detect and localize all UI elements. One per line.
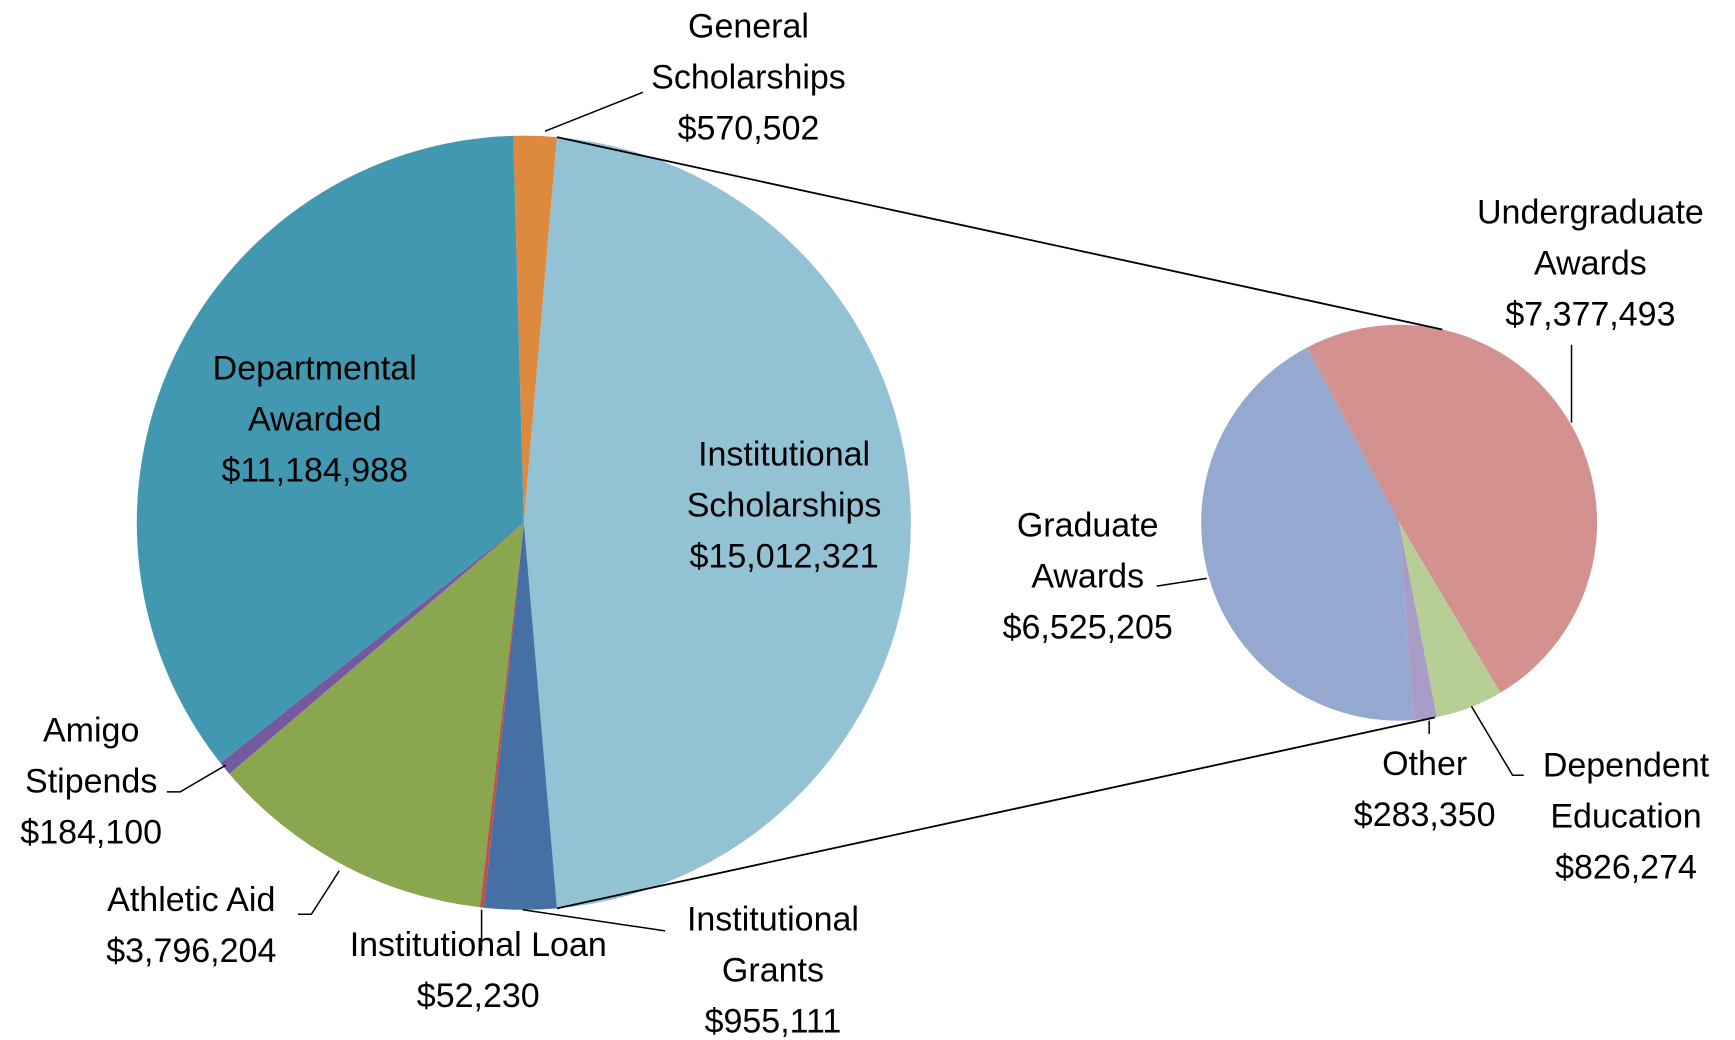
data-label: Graduate Awards $6,525,205 xyxy=(978,501,1198,654)
pie-slice xyxy=(136,135,524,763)
label-name: Institutional Loan xyxy=(349,925,607,964)
label-value: $7,377,493 xyxy=(1505,295,1676,334)
data-label: Other $283,350 xyxy=(1325,739,1525,841)
label-name: Institutional Scholarships xyxy=(686,435,882,525)
data-label: Institutional Loan $52,230 xyxy=(288,920,668,1022)
pie-slice xyxy=(220,522,524,774)
pie-slice xyxy=(483,522,557,910)
pie-slice xyxy=(1399,522,1501,718)
data-label: Institutional Scholarships $15,012,321 xyxy=(644,430,924,583)
label-name: General Scholarships xyxy=(651,7,846,97)
label-value: $3,796,204 xyxy=(106,932,277,971)
pie-slice xyxy=(229,522,524,908)
pie-slice xyxy=(1201,347,1414,721)
label-value: $15,012,321 xyxy=(689,537,879,576)
connector-line xyxy=(556,716,1436,910)
pie-slice xyxy=(479,522,524,908)
pie-slice xyxy=(1399,522,1437,721)
label-value: $184,100 xyxy=(20,813,163,852)
leader-line xyxy=(298,870,340,915)
leader-line xyxy=(1156,577,1207,587)
leader-line xyxy=(166,764,227,793)
label-name: Institutional Grants xyxy=(686,900,859,990)
data-label: Departmental Awarded $11,184,988 xyxy=(175,344,455,497)
data-label: General Scholarships $570,502 xyxy=(608,1,888,154)
data-label: Institutional Grants $955,111 xyxy=(633,894,913,1040)
label-name: Other xyxy=(1382,744,1468,783)
label-value: $6,525,205 xyxy=(1002,608,1173,647)
data-label: Athletic Aid $3,796,204 xyxy=(41,875,341,977)
label-value: $570,502 xyxy=(677,109,820,148)
label-value: $11,184,988 xyxy=(221,451,409,490)
label-name: Undergraduate Awards xyxy=(1476,193,1704,283)
label-value: $283,350 xyxy=(1353,795,1496,834)
label-value: $955,111 xyxy=(704,1002,842,1040)
label-value: $52,230 xyxy=(416,976,540,1015)
data-label: Undergraduate Awards $7,377,493 xyxy=(1450,187,1730,340)
connector-line xyxy=(556,136,1443,331)
label-name: Graduate Awards xyxy=(1016,506,1159,596)
leader-line xyxy=(522,909,666,932)
data-label: Amigo Stipends $184,100 xyxy=(0,705,191,858)
leader-line xyxy=(544,91,644,132)
data-label: Dependent Education $826,274 xyxy=(1486,741,1735,894)
pie-slice xyxy=(513,135,557,523)
label-name: Amigo Stipends xyxy=(25,711,158,801)
leader-line xyxy=(1470,705,1524,776)
label-name: Athletic Aid xyxy=(107,881,276,920)
label-value: $826,274 xyxy=(1555,848,1697,887)
pie-slice xyxy=(523,137,911,909)
pie-slice xyxy=(1307,324,1598,693)
label-name: Dependent Education xyxy=(1542,746,1710,836)
label-name: Departmental Awarded xyxy=(212,349,417,439)
